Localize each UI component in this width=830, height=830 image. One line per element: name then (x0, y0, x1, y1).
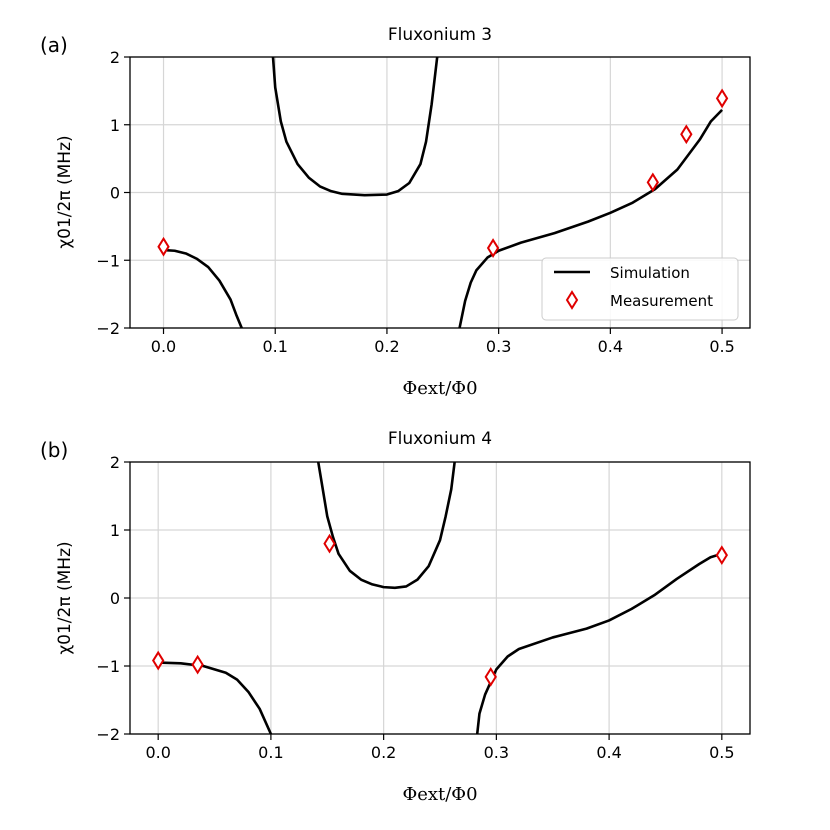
y-tick-label: 1 (110, 521, 120, 540)
y-axis-label-a: χ01/2π (MHz) (55, 135, 75, 248)
measurement-point-b (152, 650, 165, 671)
x-tick-label: 0.1 (262, 337, 287, 356)
x-tick-label: 0.4 (598, 337, 623, 356)
legend-diamond-swatch (565, 290, 579, 310)
x-axis-label-a: Φext/Φ0 (402, 378, 477, 399)
y-tick-label: −2 (96, 725, 120, 744)
x-tick-label: 0.4 (596, 743, 621, 762)
measurement-point-a (646, 172, 659, 193)
y-tick-label: 0 (110, 589, 120, 608)
simulation-curve-segment-b (316, 462, 456, 590)
legend-entry-measurement: Measurement (610, 292, 713, 310)
measurement-point-a (157, 236, 170, 257)
x-tick-labels-b: 0.0 0.1 0.2 0.3 0.4 0.5 (145, 743, 734, 762)
y-tick-label: −1 (96, 657, 120, 676)
y-tick-label: −2 (96, 319, 120, 338)
simulation-curve-segment-a (163, 248, 243, 328)
y-tick-label: 1 (110, 116, 120, 135)
measurement-markers-a (157, 88, 729, 258)
measurement-point-b (484, 666, 497, 687)
x-tick-label: 0.2 (374, 337, 399, 356)
chart-title-a: Fluxonium 3 (388, 25, 492, 45)
x-tick-label: 0.5 (709, 743, 734, 762)
y-axis-label-b: χ01/2π (MHz) (55, 541, 75, 654)
simulation-curve-segment-b (475, 552, 723, 734)
simulation-curve-segment-b (158, 661, 273, 734)
x-tick-label: 0.0 (151, 337, 176, 356)
y-tick-label: 0 (110, 184, 120, 203)
x-tick-label: 0.3 (486, 337, 511, 356)
axis-ticks-b (124, 461, 723, 740)
panel-b: (b) Fluxonium 4 0.0 0.1 0.2 0.3 0.4 0.5 −2 −1 0… (40, 429, 751, 805)
legend-a: Simulation Measurement (541, 257, 739, 321)
panel-a: (a) Fluxonium 3 0.0 0.1 0.2 0.3 0.4 0.5 −2 −1 0… (40, 25, 751, 399)
y-tick-label: −1 (96, 251, 120, 270)
simulation-curve-b (158, 462, 723, 734)
measurement-markers-b (152, 533, 728, 687)
measurement-point-b (715, 545, 728, 566)
measurement-point-a (680, 124, 693, 145)
measurement-point-b (191, 654, 204, 675)
x-tick-label: 0.3 (484, 743, 509, 762)
y-tick-label: 2 (110, 453, 120, 472)
measurement-point-a (715, 88, 729, 109)
measurement-point-b (323, 533, 336, 554)
x-tick-label: 0.2 (371, 743, 396, 762)
panel-label-b: (b) (40, 438, 68, 462)
x-tick-label: 0.5 (709, 337, 734, 356)
x-axis-label-b: Φext/Φ0 (402, 784, 477, 805)
x-tick-label: 0.0 (145, 743, 170, 762)
x-tick-label: 0.1 (258, 743, 283, 762)
grid-b (130, 461, 750, 735)
measurement-point-a (486, 238, 500, 258)
panel-label-a: (a) (40, 33, 68, 57)
x-tick-labels-a: 0.0 0.1 0.2 0.3 0.4 0.5 (151, 337, 735, 356)
legend-entry-simulation: Simulation (610, 264, 690, 282)
simulation-curve-segment-a (271, 57, 439, 197)
simulation-curve-a (163, 57, 724, 328)
y-tick-labels-b: −2 −1 0 1 2 (96, 453, 120, 744)
y-tick-label: 2 (110, 48, 120, 67)
legend-box (541, 257, 739, 321)
chart-title-b: Fluxonium 4 (388, 429, 492, 449)
axis-ticks-a (124, 56, 723, 334)
simulation-curve-segment-a (458, 108, 724, 328)
y-tick-labels-a: −2 −1 0 1 2 (96, 48, 120, 338)
